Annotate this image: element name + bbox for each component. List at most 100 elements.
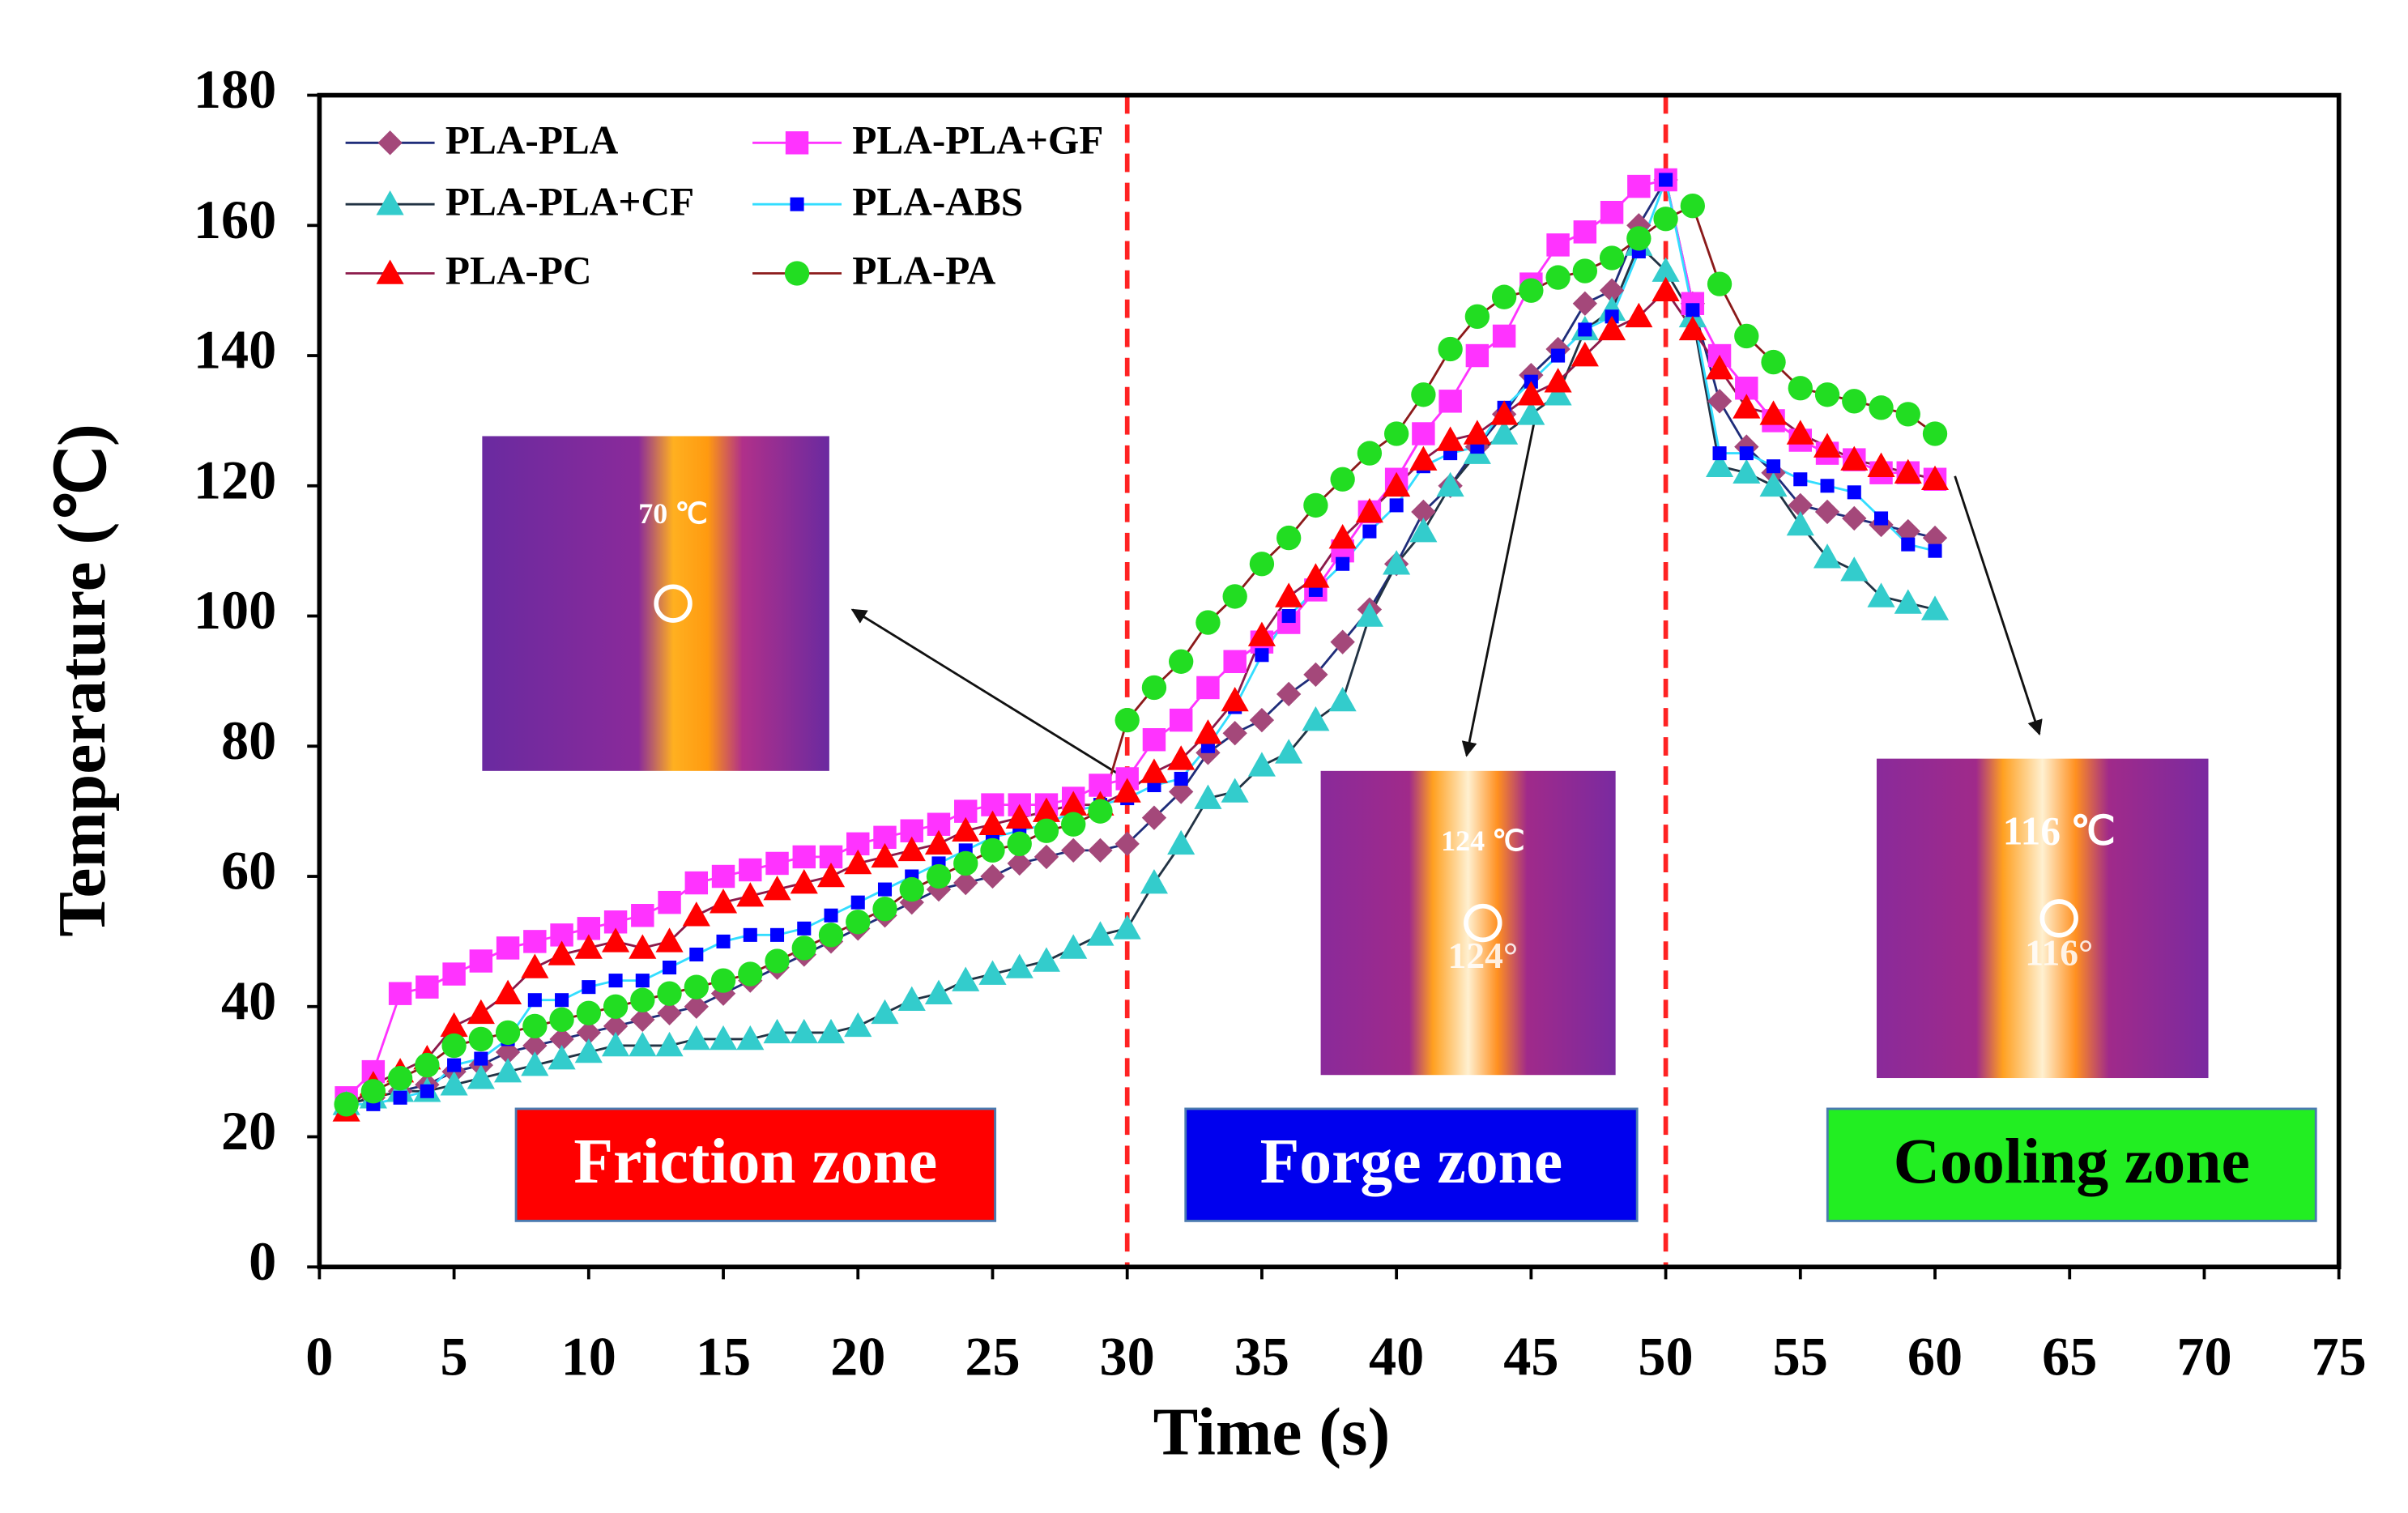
y-axis-title: Temperature (℃): [45, 424, 120, 936]
marker: [1247, 621, 1276, 646]
marker: [924, 829, 953, 855]
marker: [1302, 563, 1330, 588]
marker: [1140, 868, 1169, 894]
marker: [1086, 921, 1114, 946]
marker: [1813, 433, 1842, 458]
marker: [1813, 543, 1842, 569]
marker: [1928, 543, 1942, 558]
marker: [1920, 465, 1950, 491]
marker: [739, 858, 762, 882]
marker: [682, 901, 710, 927]
marker: [1625, 302, 1653, 328]
marker: [1546, 233, 1570, 257]
marker: [522, 1013, 548, 1039]
marker: [474, 1051, 488, 1066]
marker: [792, 845, 816, 869]
legend-marker: [790, 197, 804, 211]
marker: [576, 1000, 601, 1025]
marker: [1840, 556, 1869, 582]
marker: [736, 1025, 765, 1051]
x-tick-label: 65: [2042, 1325, 2097, 1387]
arrow: [1954, 475, 2043, 736]
x-tick-label: 5: [441, 1325, 468, 1387]
x-tick-label: 10: [561, 1325, 616, 1387]
marker: [850, 895, 865, 910]
marker: [1032, 797, 1061, 822]
marker: [582, 980, 596, 995]
marker: [790, 1018, 818, 1044]
legend-label: PLA-PA: [852, 249, 995, 293]
marker: [1194, 784, 1222, 809]
thermal-label: 116 ℃: [2003, 809, 2116, 854]
marker: [1196, 676, 1220, 700]
marker: [736, 882, 765, 907]
marker: [523, 930, 547, 953]
marker: [1894, 458, 1922, 484]
marker: [1412, 422, 1435, 445]
marker: [655, 927, 684, 953]
x-tick-label: 15: [696, 1325, 751, 1387]
marker: [629, 1031, 657, 1057]
marker: [1436, 426, 1464, 451]
marker: [494, 979, 522, 1004]
marker: [1707, 389, 1732, 414]
marker: [1894, 589, 1922, 614]
marker: [1712, 446, 1727, 461]
y-tick-label: 20: [221, 1100, 276, 1161]
marker: [1088, 837, 1113, 863]
marker: [415, 1052, 440, 1078]
marker: [1820, 479, 1835, 493]
marker: [824, 908, 838, 923]
y-tick-label: 60: [221, 840, 276, 901]
marker: [468, 1026, 494, 1052]
marker: [1519, 278, 1544, 303]
marker: [657, 1000, 682, 1025]
marker: [1847, 485, 1861, 500]
marker: [1141, 675, 1167, 701]
marker: [416, 975, 439, 999]
marker: [1336, 556, 1350, 571]
marker: [1174, 771, 1188, 786]
plot-frame: [317, 92, 2342, 1270]
marker: [1114, 707, 1140, 733]
marker: [635, 974, 650, 988]
marker: [1732, 458, 1761, 484]
marker: [469, 949, 493, 973]
marker: [1571, 341, 1599, 367]
marker: [1276, 525, 1302, 551]
marker: [1490, 420, 1519, 445]
marker: [1303, 492, 1328, 518]
arrow: [850, 608, 1135, 785]
legend-label: PLA-ABS: [852, 179, 1023, 224]
marker: [871, 842, 899, 868]
marker: [1383, 421, 1409, 446]
marker: [496, 936, 520, 960]
marker: [1142, 728, 1166, 752]
marker: [1247, 752, 1276, 777]
x-tick-label: 30: [1100, 1325, 1155, 1387]
marker: [1600, 201, 1624, 224]
marker: [1167, 745, 1195, 770]
marker: [1463, 420, 1491, 445]
marker: [1034, 844, 1059, 870]
marker: [1786, 420, 1814, 445]
marker: [1598, 315, 1626, 341]
thermal-reading: 124°: [1448, 935, 1518, 976]
marker: [601, 1031, 630, 1057]
marker: [1869, 395, 1894, 420]
marker: [1221, 778, 1249, 803]
marker: [1895, 402, 1920, 427]
marker: [1113, 914, 1141, 940]
marker: [1281, 609, 1296, 624]
marker: [716, 934, 731, 948]
marker: [897, 986, 926, 1011]
marker: [631, 904, 654, 927]
marker: [816, 862, 846, 888]
marker: [743, 927, 757, 942]
marker: [1788, 492, 1813, 518]
marker: [953, 850, 978, 876]
marker: [548, 940, 576, 965]
marker: [897, 836, 926, 862]
marker: [1627, 174, 1651, 198]
marker: [1222, 584, 1247, 609]
